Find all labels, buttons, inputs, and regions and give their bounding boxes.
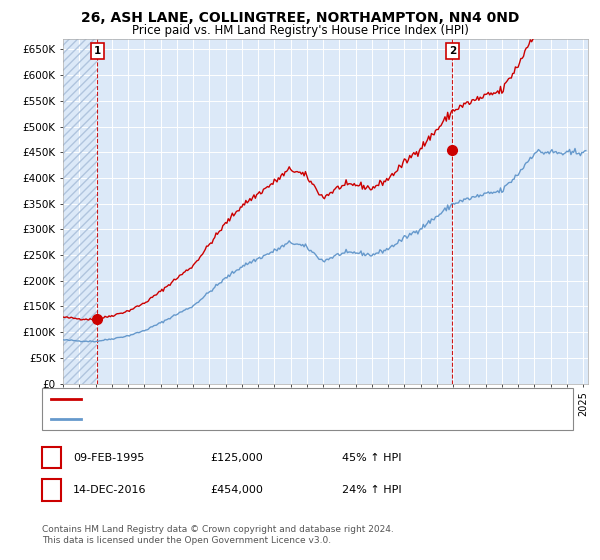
Text: 2: 2 <box>48 485 55 495</box>
Text: 26, ASH LANE, COLLINGTREE, NORTHAMPTON, NN4 0ND (detached house): 26, ASH LANE, COLLINGTREE, NORTHAMPTON, … <box>87 394 474 404</box>
Text: 2: 2 <box>449 46 456 56</box>
Text: £454,000: £454,000 <box>210 485 263 495</box>
Text: 09-FEB-1995: 09-FEB-1995 <box>73 452 145 463</box>
Text: 45% ↑ HPI: 45% ↑ HPI <box>342 452 401 463</box>
Text: 1: 1 <box>48 452 55 463</box>
Text: 14-DEC-2016: 14-DEC-2016 <box>73 485 146 495</box>
Text: Price paid vs. HM Land Registry's House Price Index (HPI): Price paid vs. HM Land Registry's House … <box>131 24 469 36</box>
Bar <box>63 39 97 384</box>
Text: 1: 1 <box>94 46 101 56</box>
Text: 26, ASH LANE, COLLINGTREE, NORTHAMPTON, NN4 0ND: 26, ASH LANE, COLLINGTREE, NORTHAMPTON, … <box>81 11 519 25</box>
Text: Contains HM Land Registry data © Crown copyright and database right 2024.
This d: Contains HM Land Registry data © Crown c… <box>42 525 394 545</box>
Text: 24% ↑ HPI: 24% ↑ HPI <box>342 485 401 495</box>
Text: £125,000: £125,000 <box>210 452 263 463</box>
Text: HPI: Average price, detached house, West Northamptonshire: HPI: Average price, detached house, West… <box>87 414 404 424</box>
